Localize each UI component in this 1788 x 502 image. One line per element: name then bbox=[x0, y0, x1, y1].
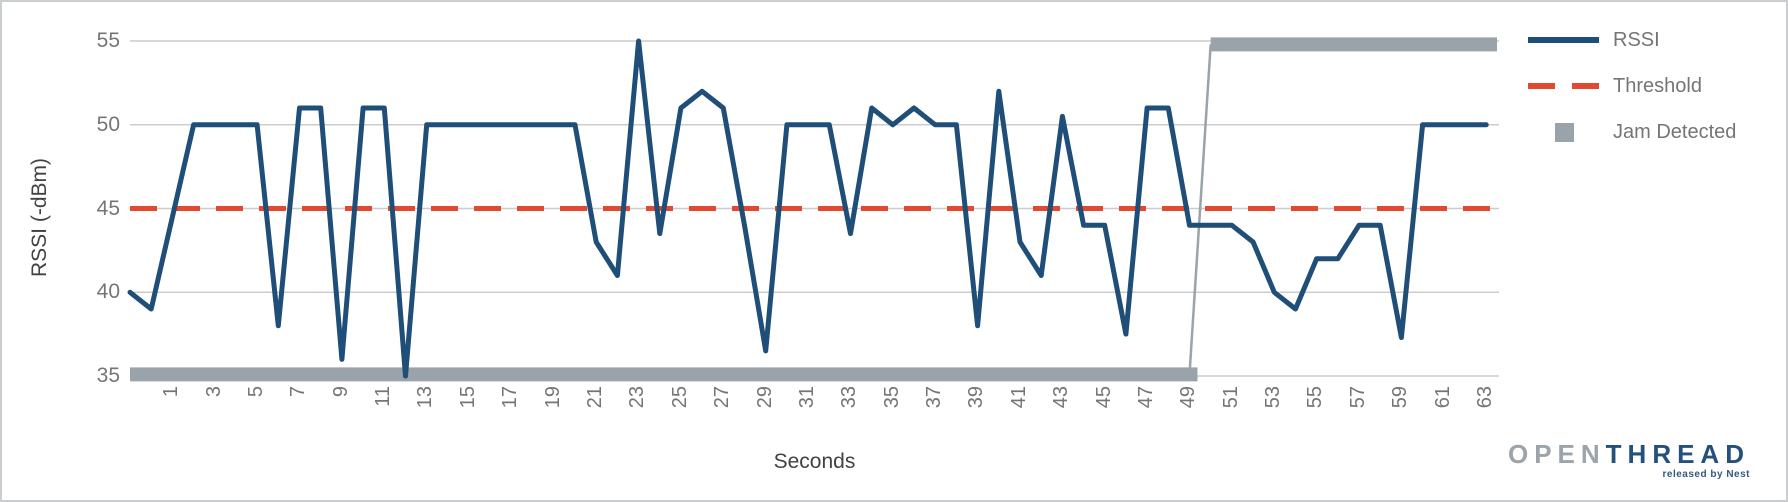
x-tick-label-17: 17 bbox=[499, 386, 521, 409]
x-tick-label-13: 13 bbox=[414, 386, 436, 409]
y-tick-label-55: 55 bbox=[96, 29, 120, 52]
x-tick-label-31: 31 bbox=[796, 386, 818, 409]
x-tick-label-59: 59 bbox=[1389, 386, 1411, 409]
x-tick-label-7: 7 bbox=[287, 386, 309, 398]
legend-item-threshold: Threshold bbox=[1528, 72, 1736, 100]
openthread-logo: OPENTHREAD released by Nest bbox=[1508, 441, 1750, 480]
legend-label-rssi: RSSI bbox=[1613, 28, 1660, 51]
x-tick-label-35: 35 bbox=[881, 386, 903, 409]
x-tick-label-15: 15 bbox=[457, 386, 479, 409]
chart-legend: RSSI Threshold Jam Detected bbox=[1528, 26, 1736, 164]
logo-thread-text: THREAD bbox=[1605, 439, 1750, 469]
x-tick-label-37: 37 bbox=[923, 386, 945, 409]
x-tick-label-51: 51 bbox=[1220, 386, 1242, 409]
x-tick-label-9: 9 bbox=[330, 386, 352, 398]
x-tick-label-11: 11 bbox=[372, 386, 394, 407]
y-tick-label-45: 45 bbox=[96, 196, 120, 220]
rssi-series-line bbox=[127, 38, 1489, 379]
y-tick-label-35: 35 bbox=[96, 364, 120, 387]
x-tick-label-47: 47 bbox=[1135, 386, 1157, 409]
x-tick-label-57: 57 bbox=[1347, 386, 1369, 409]
x-tick-label-21: 21 bbox=[584, 386, 606, 409]
y-tick-label-40: 40 bbox=[96, 280, 120, 304]
x-tick-label-23: 23 bbox=[626, 386, 648, 409]
x-tick-label-1: 1 bbox=[160, 386, 182, 398]
x-tick-label-3: 3 bbox=[203, 386, 225, 398]
openthread-wordmark: OPENTHREAD bbox=[1508, 441, 1750, 467]
x-tick-label-39: 39 bbox=[965, 386, 987, 409]
x-tick-label-25: 25 bbox=[669, 386, 691, 409]
x-tick-label-29: 29 bbox=[754, 386, 776, 409]
x-tick-label-63: 63 bbox=[1474, 386, 1496, 409]
x-tick-label-27: 27 bbox=[711, 386, 733, 409]
x-tick-label-49: 49 bbox=[1177, 386, 1199, 409]
logo-tagline: released by Nest bbox=[1662, 469, 1750, 480]
y-axis-title: RSSI (-dBm) bbox=[28, 157, 51, 277]
x-tick-label-19: 19 bbox=[542, 386, 564, 409]
jam-transition-line bbox=[1188, 44, 1212, 375]
legend-item-rssi: RSSI bbox=[1528, 26, 1736, 54]
x-tick-label-53: 53 bbox=[1262, 386, 1284, 409]
x-tick-label-55: 55 bbox=[1304, 386, 1326, 409]
x-tick-label-43: 43 bbox=[1050, 386, 1072, 409]
x-tick-label-5: 5 bbox=[245, 386, 267, 398]
legend-item-jam: Jam Detected bbox=[1528, 118, 1736, 146]
x-axis-title: Seconds bbox=[773, 450, 856, 473]
x-tick-label-61: 61 bbox=[1432, 386, 1454, 409]
x-tick-label-41: 41 bbox=[1008, 386, 1030, 409]
legend-label-threshold: Threshold bbox=[1613, 74, 1702, 97]
y-tick-label-50: 50 bbox=[96, 112, 120, 136]
threshold-dash-swatch-icon bbox=[1528, 83, 1599, 89]
logo-open-text: OPEN bbox=[1507, 439, 1606, 469]
x-tick-label-45: 45 bbox=[1093, 386, 1115, 409]
x-tick-label-33: 33 bbox=[838, 386, 860, 409]
legend-label-jam: Jam Detected bbox=[1613, 120, 1737, 143]
rssi-line-swatch-icon bbox=[1528, 37, 1599, 43]
jam-square-swatch-icon bbox=[1528, 122, 1599, 142]
